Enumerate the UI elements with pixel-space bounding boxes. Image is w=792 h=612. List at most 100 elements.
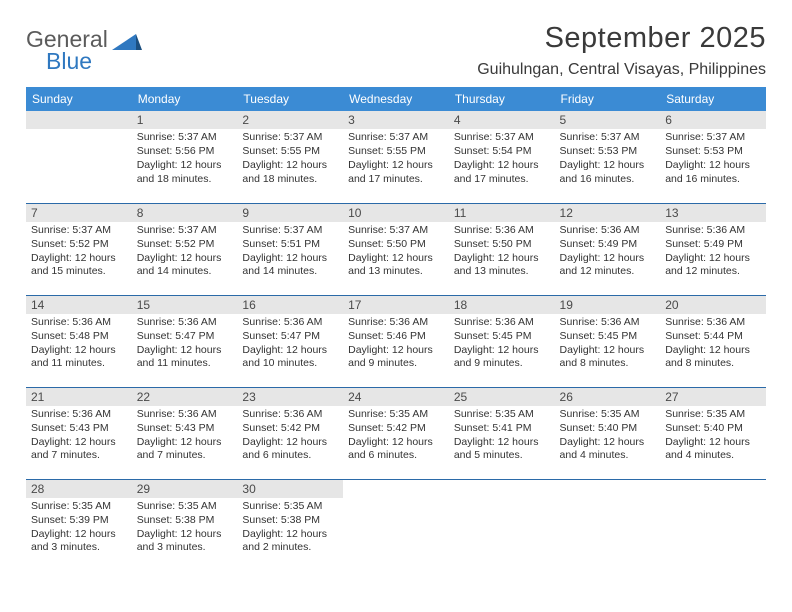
daylight-line: Daylight: 12 hours and 8 minutes. xyxy=(560,344,656,372)
day-header: Monday xyxy=(132,87,238,111)
sunrise-line: Sunrise: 5:35 AM xyxy=(31,500,127,514)
day-number: 14 xyxy=(26,296,132,314)
calendar-cell xyxy=(660,479,766,567)
daylight-line: Daylight: 12 hours and 7 minutes. xyxy=(31,436,127,464)
day-details: Sunrise: 5:36 AMSunset: 5:42 PMDaylight:… xyxy=(237,406,343,465)
day-details: Sunrise: 5:37 AMSunset: 5:56 PMDaylight:… xyxy=(132,129,238,188)
sunset-line: Sunset: 5:52 PM xyxy=(137,238,233,252)
day-number: 1 xyxy=(132,111,238,129)
logo-triangle-icon xyxy=(112,32,142,52)
daylight-line: Daylight: 12 hours and 6 minutes. xyxy=(348,436,444,464)
day-number: 3 xyxy=(343,111,449,129)
location-subtitle: Guihulngan, Central Visayas, Philippines xyxy=(477,61,766,79)
calendar-page: General Blue September 2025 Guihulngan, … xyxy=(0,0,792,577)
day-number: 25 xyxy=(449,388,555,406)
day-details: Sunrise: 5:35 AMSunset: 5:38 PMDaylight:… xyxy=(132,498,238,557)
day-number: 23 xyxy=(237,388,343,406)
sunrise-line: Sunrise: 5:37 AM xyxy=(242,131,338,145)
sunset-line: Sunset: 5:50 PM xyxy=(454,238,550,252)
sunset-line: Sunset: 5:55 PM xyxy=(242,145,338,159)
sunset-line: Sunset: 5:49 PM xyxy=(560,238,656,252)
day-number: 6 xyxy=(660,111,766,129)
day-details: Sunrise: 5:36 AMSunset: 5:50 PMDaylight:… xyxy=(449,222,555,281)
sunrise-line: Sunrise: 5:37 AM xyxy=(348,224,444,238)
calendar-cell xyxy=(343,479,449,567)
day-number: 20 xyxy=(660,296,766,314)
calendar-cell: 3Sunrise: 5:37 AMSunset: 5:55 PMDaylight… xyxy=(343,111,449,203)
sunrise-line: Sunrise: 5:37 AM xyxy=(560,131,656,145)
sunset-line: Sunset: 5:46 PM xyxy=(348,330,444,344)
sunset-line: Sunset: 5:52 PM xyxy=(31,238,127,252)
daylight-line: Daylight: 12 hours and 2 minutes. xyxy=(242,528,338,556)
sunset-line: Sunset: 5:42 PM xyxy=(242,422,338,436)
calendar-table: SundayMondayTuesdayWednesdayThursdayFrid… xyxy=(26,87,766,567)
daylight-line: Daylight: 12 hours and 3 minutes. xyxy=(137,528,233,556)
calendar-week-row: .1Sunrise: 5:37 AMSunset: 5:56 PMDayligh… xyxy=(26,111,766,203)
day-number: 10 xyxy=(343,204,449,222)
daylight-line: Daylight: 12 hours and 13 minutes. xyxy=(348,252,444,280)
calendar-cell: 24Sunrise: 5:35 AMSunset: 5:42 PMDayligh… xyxy=(343,387,449,479)
daylight-line: Daylight: 12 hours and 4 minutes. xyxy=(560,436,656,464)
calendar-cell xyxy=(555,479,661,567)
sunrise-line: Sunrise: 5:36 AM xyxy=(31,316,127,330)
sunset-line: Sunset: 5:53 PM xyxy=(560,145,656,159)
daylight-line: Daylight: 12 hours and 9 minutes. xyxy=(348,344,444,372)
sunrise-line: Sunrise: 5:36 AM xyxy=(242,316,338,330)
sunrise-line: Sunrise: 5:36 AM xyxy=(348,316,444,330)
sunrise-line: Sunrise: 5:37 AM xyxy=(137,224,233,238)
day-number: 24 xyxy=(343,388,449,406)
day-number: 18 xyxy=(449,296,555,314)
day-details: Sunrise: 5:36 AMSunset: 5:45 PMDaylight:… xyxy=(449,314,555,373)
calendar-cell: 21Sunrise: 5:36 AMSunset: 5:43 PMDayligh… xyxy=(26,387,132,479)
day-details: Sunrise: 5:36 AMSunset: 5:49 PMDaylight:… xyxy=(660,222,766,281)
calendar-cell: . xyxy=(26,111,132,203)
sunrise-line: Sunrise: 5:37 AM xyxy=(31,224,127,238)
day-details: Sunrise: 5:36 AMSunset: 5:45 PMDaylight:… xyxy=(555,314,661,373)
calendar-week-row: 7Sunrise: 5:37 AMSunset: 5:52 PMDaylight… xyxy=(26,203,766,295)
calendar-cell: 1Sunrise: 5:37 AMSunset: 5:56 PMDaylight… xyxy=(132,111,238,203)
calendar-cell: 9Sunrise: 5:37 AMSunset: 5:51 PMDaylight… xyxy=(237,203,343,295)
sunrise-line: Sunrise: 5:37 AM xyxy=(454,131,550,145)
sunrise-line: Sunrise: 5:35 AM xyxy=(137,500,233,514)
day-number: 22 xyxy=(132,388,238,406)
day-details: Sunrise: 5:35 AMSunset: 5:42 PMDaylight:… xyxy=(343,406,449,465)
day-details: Sunrise: 5:35 AMSunset: 5:40 PMDaylight:… xyxy=(660,406,766,465)
sunset-line: Sunset: 5:48 PM xyxy=(31,330,127,344)
sunrise-line: Sunrise: 5:36 AM xyxy=(665,224,761,238)
sunrise-line: Sunrise: 5:37 AM xyxy=(348,131,444,145)
sunset-line: Sunset: 5:40 PM xyxy=(560,422,656,436)
sunset-line: Sunset: 5:56 PM xyxy=(137,145,233,159)
sunset-line: Sunset: 5:43 PM xyxy=(137,422,233,436)
day-details: Sunrise: 5:37 AMSunset: 5:52 PMDaylight:… xyxy=(132,222,238,281)
day-header: Sunday xyxy=(26,87,132,111)
day-details: Sunrise: 5:36 AMSunset: 5:46 PMDaylight:… xyxy=(343,314,449,373)
sunrise-line: Sunrise: 5:36 AM xyxy=(31,408,127,422)
daylight-line: Daylight: 12 hours and 8 minutes. xyxy=(665,344,761,372)
sunrise-line: Sunrise: 5:35 AM xyxy=(348,408,444,422)
day-details: Sunrise: 5:35 AMSunset: 5:38 PMDaylight:… xyxy=(237,498,343,557)
daylight-line: Daylight: 12 hours and 7 minutes. xyxy=(137,436,233,464)
sunrise-line: Sunrise: 5:35 AM xyxy=(560,408,656,422)
day-details: Sunrise: 5:36 AMSunset: 5:49 PMDaylight:… xyxy=(555,222,661,281)
daylight-line: Daylight: 12 hours and 11 minutes. xyxy=(137,344,233,372)
daylight-line: Daylight: 12 hours and 4 minutes. xyxy=(665,436,761,464)
day-number: 19 xyxy=(555,296,661,314)
sunset-line: Sunset: 5:43 PM xyxy=(31,422,127,436)
daylight-line: Daylight: 12 hours and 17 minutes. xyxy=(454,159,550,187)
calendar-cell: 18Sunrise: 5:36 AMSunset: 5:45 PMDayligh… xyxy=(449,295,555,387)
daylight-line: Daylight: 12 hours and 12 minutes. xyxy=(560,252,656,280)
day-header: Thursday xyxy=(449,87,555,111)
title-block: September 2025 Guihulngan, Central Visay… xyxy=(477,22,766,79)
calendar-cell: 30Sunrise: 5:35 AMSunset: 5:38 PMDayligh… xyxy=(237,479,343,567)
day-number: 27 xyxy=(660,388,766,406)
day-number: 9 xyxy=(237,204,343,222)
calendar-cell: 27Sunrise: 5:35 AMSunset: 5:40 PMDayligh… xyxy=(660,387,766,479)
sunset-line: Sunset: 5:49 PM xyxy=(665,238,761,252)
calendar-cell: 6Sunrise: 5:37 AMSunset: 5:53 PMDaylight… xyxy=(660,111,766,203)
brand-logo: General Blue xyxy=(26,22,142,73)
day-number: 11 xyxy=(449,204,555,222)
day-number: 15 xyxy=(132,296,238,314)
calendar-cell: 13Sunrise: 5:36 AMSunset: 5:49 PMDayligh… xyxy=(660,203,766,295)
day-number: 17 xyxy=(343,296,449,314)
sunset-line: Sunset: 5:54 PM xyxy=(454,145,550,159)
